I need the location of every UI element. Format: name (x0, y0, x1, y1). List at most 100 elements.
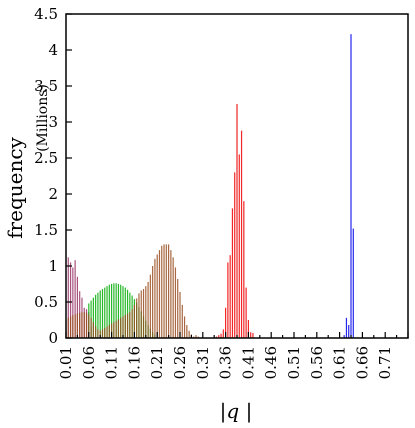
y-axis-title: frequency (3, 136, 27, 238)
bar-s3-4 (225, 307, 227, 338)
y-axis-unit: (Millions) (35, 84, 51, 152)
bar-s2-8 (85, 312, 88, 338)
bar-s1-15 (122, 286, 124, 338)
bar-s2-4 (76, 313, 78, 338)
bar-s2-17 (106, 326, 108, 338)
bar-s1-7 (104, 287, 106, 338)
bar-s3-13 (245, 287, 247, 338)
x-tick-label-7: 0.36 (217, 346, 235, 379)
bar-s0-1 (67, 257, 69, 338)
bar-s2-37 (152, 266, 154, 338)
bar-s2-39 (156, 254, 158, 338)
bar-s1-12 (115, 283, 117, 338)
bar-s2-41 (161, 245, 163, 338)
bar-s3-8 (234, 172, 236, 338)
bar-s2-35 (147, 281, 149, 338)
bar-s2-25 (124, 314, 126, 338)
y-axis: 0 0.5 1 1.5 2 2.5 3 3.5 4 4.5 (34, 5, 72, 347)
bar-s4-0 (343, 335, 345, 338)
y-tick-label-8: 4 (48, 41, 58, 59)
bar-s2-9 (88, 314, 90, 338)
bar-s2-14 (99, 330, 101, 338)
bar-s1-6 (101, 289, 104, 338)
bar-s2-22 (117, 319, 120, 338)
bar-s0-5 (76, 276, 78, 338)
y-tick-label-6: 3 (48, 113, 58, 131)
bar-s2-5 (79, 312, 81, 338)
bar-s1-4 (97, 292, 99, 338)
y-tick-label-4: 2 (48, 185, 58, 203)
bar-s2-18 (108, 325, 110, 338)
x-tick-label-8: 0.41 (239, 346, 257, 379)
bar-s3-7 (231, 208, 234, 338)
bar-s2-56 (195, 335, 197, 338)
bar-s2-33 (142, 289, 145, 338)
bar-s2-26 (126, 313, 129, 338)
bar-s2-0 (67, 317, 69, 338)
bar-s0-3 (72, 267, 74, 338)
bar-s2-32 (140, 290, 142, 338)
bar-s2-23 (120, 317, 122, 338)
bar-s2-21 (115, 320, 117, 338)
bar-s4-2 (348, 325, 350, 338)
x-axis-title: |q | (220, 399, 253, 424)
bar-s2-44 (168, 244, 170, 338)
bar-s2-28 (131, 309, 133, 338)
x-tick-label-11: 0.56 (308, 346, 326, 379)
x-tick-label-9: 0.46 (262, 346, 280, 379)
bar-s2-16 (104, 327, 106, 338)
bar-s3-10 (238, 154, 240, 338)
x-tick-label-1: 0.06 (80, 346, 98, 379)
bar-s1-16 (124, 287, 126, 338)
bar-s2-15 (101, 329, 104, 338)
bar-s2-40 (158, 250, 161, 338)
x-tick-label-13: 0.66 (353, 346, 371, 379)
bar-s2-49 (179, 291, 181, 338)
bar-s0-2 (69, 262, 72, 338)
bar-s4-3 (350, 34, 352, 338)
x-tick-label-4: 0.21 (148, 346, 166, 379)
bar-s0-4 (74, 260, 76, 338)
x-tick-label-10: 0.51 (285, 346, 303, 379)
bar-s2-46 (172, 257, 174, 338)
bar-s1-5 (99, 290, 101, 338)
bar-s2-19 (111, 323, 113, 338)
bar-s2-24 (122, 316, 124, 338)
bar-s3-2 (220, 333, 222, 338)
bar-s2-10 (90, 317, 92, 338)
y-tick-label-1: 0.5 (34, 293, 58, 311)
bar-s2-6 (81, 312, 83, 338)
bar-s1-2 (92, 297, 94, 338)
bar-s1-9 (108, 284, 110, 338)
bar-s3-14 (247, 320, 249, 338)
bar-s2-47 (174, 267, 177, 338)
bar-s1-8 (106, 286, 108, 338)
bar-s2-43 (165, 244, 167, 338)
x-tick-label-5: 0.26 (171, 346, 189, 379)
bar-s1-14 (120, 284, 122, 338)
bar-s2-38 (154, 258, 156, 338)
bar-s2-27 (129, 312, 131, 338)
bar-s3-6 (229, 255, 231, 338)
bar-s2-48 (177, 278, 179, 338)
y-tick-label-0: 0 (48, 329, 58, 347)
bar-s2-11 (92, 322, 94, 338)
bar-s2-7 (83, 312, 85, 338)
bar-s2-36 (149, 274, 151, 338)
bar-s2-13 (97, 329, 99, 338)
y-tick-label-2: 1 (48, 257, 58, 275)
bar-s3-1 (218, 335, 220, 338)
bar-s1-3 (95, 294, 97, 338)
x-axis: 0.01 0.06 0.11 0.16 0.21 0.26 0.31 0.36 0.41 0.46… (57, 332, 409, 379)
x-tick-label-14: 0.71 (376, 346, 394, 379)
bar-s2-31 (138, 293, 140, 338)
bar-s2-2 (72, 314, 74, 338)
bar-s3-5 (227, 262, 229, 338)
bar-s3-12 (243, 201, 245, 338)
x-tick-label-0: 0.01 (57, 346, 75, 379)
bar-s1-10 (111, 284, 113, 338)
bar-s3-11 (240, 130, 243, 338)
x-tick-label-6: 0.31 (194, 346, 212, 379)
bar-s3-9 (236, 104, 238, 338)
